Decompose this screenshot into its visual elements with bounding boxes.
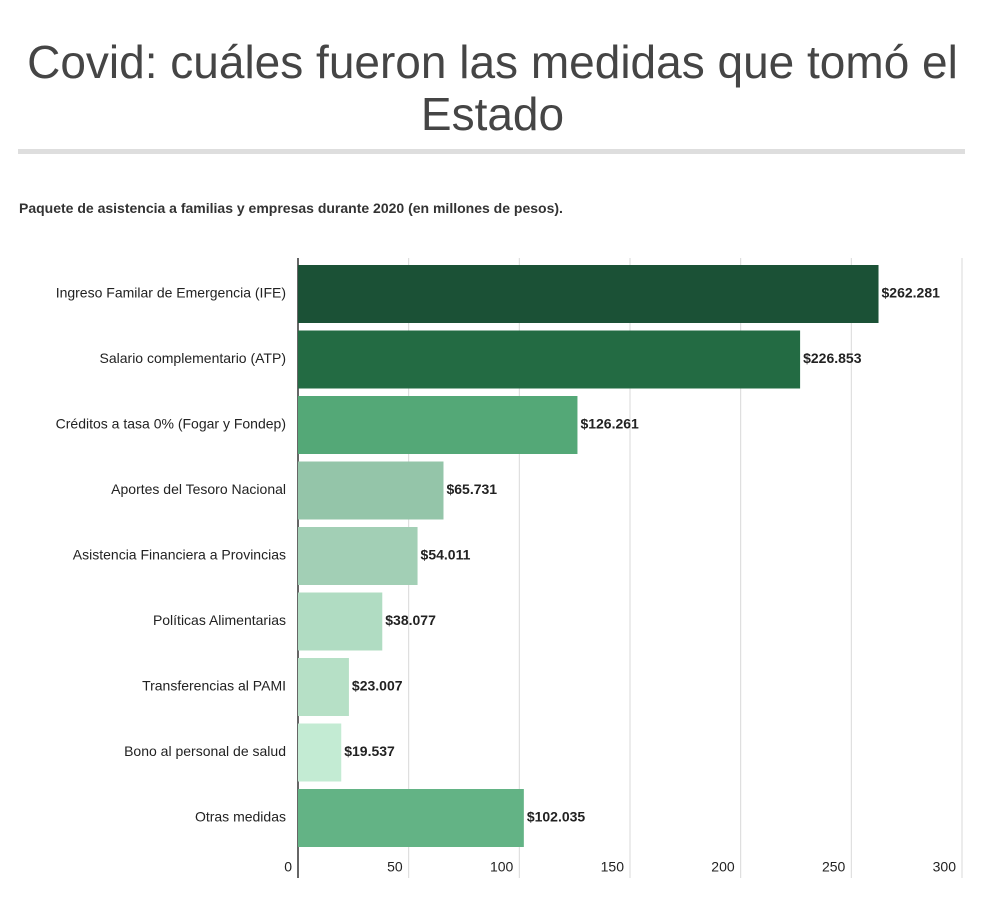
bar: [298, 658, 349, 716]
y-tick-label: Otras medidas: [195, 809, 286, 825]
title-rule: [18, 149, 965, 154]
y-tick-label: Políticas Alimentarias: [153, 612, 286, 628]
value-label: $65.731: [446, 481, 497, 497]
value-label: $126.261: [580, 416, 639, 432]
value-label: $19.537: [344, 743, 395, 759]
bar: [298, 265, 879, 323]
value-label: $262.281: [882, 285, 941, 301]
bar: [298, 396, 578, 454]
value-label: $23.007: [352, 678, 403, 694]
y-tick-label: Ingreso Familar de Emergencia (IFE): [56, 285, 286, 301]
y-tick-label: Transferencias al PAMI: [142, 678, 286, 694]
x-tick-label: 0: [284, 859, 292, 875]
value-label: $226.853: [803, 350, 862, 366]
y-tick-label: Bono al personal de salud: [124, 743, 286, 759]
bar: [298, 330, 801, 389]
bar: [298, 592, 383, 651]
bar: [298, 789, 524, 847]
x-tick-label: 150: [601, 859, 625, 875]
bar: [298, 723, 342, 782]
value-label: $38.077: [385, 612, 436, 628]
y-tick-label: Salario complementario (ATP): [100, 350, 286, 366]
value-label: $54.011: [421, 547, 471, 563]
chart-title: Covid: cuáles fueron las medidas que tom…: [27, 36, 958, 140]
x-tick-label: 100: [490, 859, 514, 875]
y-tick-label: Créditos a tasa 0% (Fogar y Fondep): [56, 416, 286, 432]
chart-subtitle: Paquete de asistencia a familias y empre…: [19, 200, 563, 216]
x-tick-label: 250: [822, 859, 846, 875]
x-tick-label: 300: [933, 859, 957, 875]
value-label: $102.035: [527, 809, 586, 825]
bar: [298, 461, 444, 520]
bar: [298, 527, 418, 585]
y-tick-label: Aportes del Tesoro Nacional: [111, 481, 286, 497]
x-tick-label: 200: [711, 859, 735, 875]
x-tick-label: 50: [387, 859, 403, 875]
y-tick-label: Asistencia Financiera a Provincias: [73, 547, 286, 563]
